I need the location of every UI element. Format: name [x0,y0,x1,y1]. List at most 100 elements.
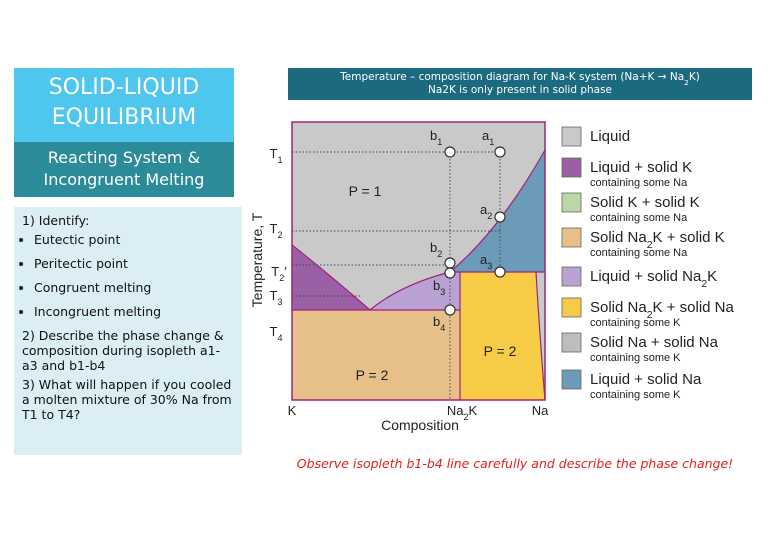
legend-label: Solid Na + solid Na [590,334,719,351]
legend-sublabel: containing some K [590,317,681,329]
legend-label: Liquid + solid Na2K [590,268,717,290]
text-part: Liquid + solid Na [590,268,702,285]
legend-label: Liquid [590,128,630,145]
legend-swatch [561,266,582,287]
point-label: b2 [430,240,442,259]
text-part: Liquid + solid Na [590,371,702,388]
caption: Observe isopleth b1-b4 line carefully an… [297,456,733,471]
legend-swatch [561,157,582,178]
legend-swatch [561,369,582,390]
legend-sublabel: containing some K [590,389,681,401]
liquid-solid-na2k-region [370,272,460,310]
text-part: P = 2 [484,343,517,359]
text-part: P = 2 [356,367,389,383]
text-part: K) [689,71,700,83]
subscript: 1 [437,137,442,147]
subscript: 4 [440,323,445,333]
subscript: 2 [277,230,282,240]
legend-sublabel: containing some Na [590,177,688,189]
task: 3) What will happen if you cooled a molt… [22,377,232,422]
text-part: K + solid Na [653,299,735,316]
x-axis-label: Composition [381,417,459,433]
legend-sublabel: containing some K [590,352,681,364]
solid-na2k-na-region [460,272,545,400]
phase-label: P = 2 [356,367,389,383]
task: 2) Describe the phase change & compositi… [22,328,224,373]
legend-sublabel: containing some Na [590,247,688,259]
title: EQUILIBRIUM [52,105,197,130]
text-part: Temperature – composition diagram for Na… [339,71,684,83]
plot-frame [291,121,546,401]
point-label: a1 [482,128,494,147]
text-part: Solid K + solid K [590,194,700,211]
legend-label: Liquid + solid Na [590,371,702,388]
subscript: 2 [684,78,689,87]
legend-swatch [561,227,582,248]
title: SOLID-LIQUID [49,75,200,100]
subscript: 1 [489,137,494,147]
text-part: b [433,278,440,293]
text-part: b [430,128,437,143]
text-part: K [288,403,297,418]
subtitle: Incongruent Melting [44,170,205,189]
text-part: a [482,128,490,143]
text-part: T [269,288,277,303]
text-part: b [430,240,437,255]
legend-label: Solid Na2K + solid Na [590,299,734,321]
text-part: T [269,146,277,161]
solid-na2k-k-region [292,310,460,400]
subtitle-box [14,142,234,197]
text-part: Solid Na + solid Na [590,334,719,351]
text-part: Liquid + solid K [590,159,692,176]
point-label: a2 [480,202,492,221]
legend-sublabel: containing some Na [590,212,688,224]
legend-label: Solid K + solid K [590,194,700,211]
x-label: K [288,403,297,418]
subscript: 4 [277,333,282,343]
temp-label: T4 [269,324,282,343]
subscript: 2 [647,239,653,251]
y-axis-label: Temperature, T [249,212,265,307]
text-part: K + solid K [653,229,725,246]
legend-swatch [561,332,582,353]
phase-label: P = 1 [349,183,382,199]
bullet: Incongruent melting [34,304,234,319]
x-label: Na [532,403,549,418]
subscript: 3 [440,287,445,297]
task-list: 1) Identify: Eutectic point Peritectic po… [14,207,242,455]
title-box [14,68,234,142]
legend-swatch [561,297,582,318]
text-part: T [271,264,279,279]
text-part: Solid Na [590,229,647,246]
legend-label: Liquid + solid K [590,159,692,176]
text-part: b [433,314,440,329]
point-label: b1 [430,128,442,147]
text-part: a [480,202,488,217]
bullet: Congruent melting [34,280,234,295]
text-part: T [269,221,277,236]
text-part: a [480,252,488,267]
header-text: Na2K is only present in solid phase [428,84,612,96]
legend-label: Solid Na2K + solid K [590,229,725,251]
liquidus [291,149,546,311]
isopleth-points [444,146,506,316]
temp-label: T3 [269,288,282,307]
temp-label: T1 [269,146,282,165]
subscript: 2 [279,273,284,283]
header-text: Temperature – composition diagram for Na… [339,71,700,87]
subscript: 2 [647,309,653,321]
text-part: Na2K is only present in solid phase [428,84,612,96]
subscript: 2 [487,211,492,221]
legend-swatch [561,126,582,147]
subscript: 2 [463,412,468,422]
text-part: K [707,268,717,285]
x-label: Na2K [447,403,478,422]
bullet: Eutectic point [34,232,234,247]
phase-diagram: Temperature, T Composition [249,121,546,433]
text-part: K [469,403,478,418]
subscript: 1 [277,155,282,165]
legend-swatch [561,192,582,213]
bullet: Peritectic point [34,256,234,271]
